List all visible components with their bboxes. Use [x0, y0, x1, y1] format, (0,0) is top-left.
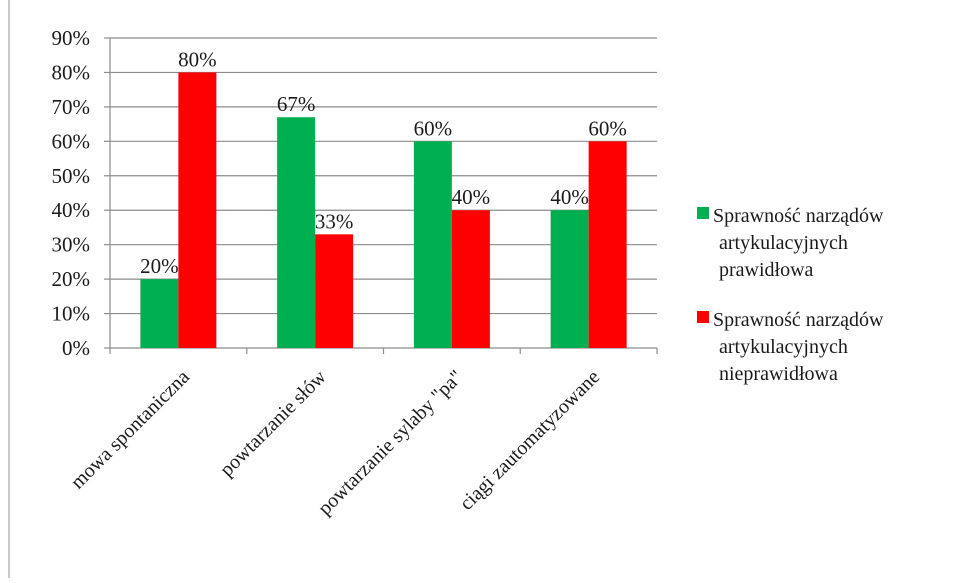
y-tick-labels: 0% 10% 20% 30% 40% 50% 60% 70% 80% 90% [52, 26, 91, 360]
y-tick-label: 90% [52, 26, 91, 50]
data-label: 60% [414, 116, 453, 140]
y-tick-label: 50% [52, 164, 91, 188]
data-labels: 20% 80% 67% 33% 60% 40% 40% 60% [140, 47, 627, 278]
bar [451, 210, 490, 348]
legend-swatch [697, 311, 709, 323]
left-border-line [8, 0, 10, 578]
data-label: 67% [277, 92, 316, 116]
bar [550, 210, 589, 348]
legend-label: Sprawność narządów [713, 205, 884, 227]
category-label: mowa spontaniczna [66, 366, 194, 494]
category-label: ciągi zautomatyzowane [455, 366, 604, 515]
legend-swatch [697, 207, 709, 219]
bar [140, 279, 179, 348]
data-label: 40% [550, 185, 589, 209]
y-tick-label: 60% [52, 129, 91, 153]
bars [140, 72, 627, 348]
y-tick-label: 30% [52, 233, 91, 257]
y-tick-label: 20% [52, 267, 91, 291]
data-label: 80% [178, 47, 217, 71]
category-label: powtarzanie sylaby "pa" [314, 366, 468, 520]
legend-label: prawidłowa [719, 259, 814, 281]
legend-label: artykulacyjnych [719, 336, 848, 358]
legend-label: artykulacyjnych [719, 232, 848, 254]
y-tick-label: 70% [52, 95, 91, 119]
bar [178, 72, 217, 348]
y-tick-label: 10% [52, 302, 91, 326]
bar [588, 141, 627, 348]
legend: Sprawność narządów artykulacyjnych prawidł… [697, 205, 884, 385]
bar [277, 117, 316, 348]
bar [413, 141, 452, 348]
y-tick-label: 0% [62, 336, 90, 360]
legend-label: nieprawidłowa [719, 363, 838, 385]
data-label: 40% [452, 185, 491, 209]
y-tick-label: 80% [52, 60, 91, 84]
bar [315, 234, 354, 348]
category-label: powtarzanie słów [216, 366, 331, 481]
category-labels: mowa spontaniczna powtarzanie słówpowtarz… [66, 366, 604, 520]
legend-label: Sprawność narządów [713, 309, 884, 331]
data-label: 60% [588, 116, 627, 140]
data-label: 20% [140, 254, 179, 278]
data-label: 33% [315, 209, 354, 233]
y-tick-label: 40% [52, 198, 91, 222]
